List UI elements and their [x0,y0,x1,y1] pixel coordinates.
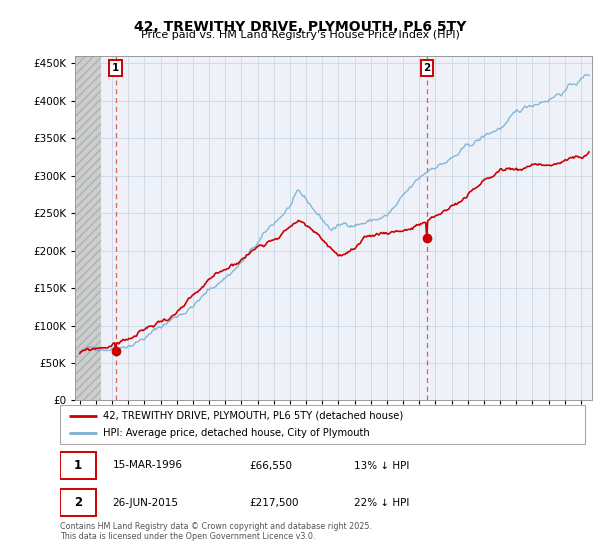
Text: 13% ↓ HPI: 13% ↓ HPI [354,460,409,470]
Text: 2: 2 [74,496,82,509]
FancyBboxPatch shape [60,405,585,444]
Text: 26-JUN-2015: 26-JUN-2015 [113,498,179,507]
Text: 2: 2 [424,63,431,73]
Text: HPI: Average price, detached house, City of Plymouth: HPI: Average price, detached house, City… [103,428,370,438]
Text: 1: 1 [112,63,119,73]
Text: 42, TREWITHY DRIVE, PLYMOUTH, PL6 5TY: 42, TREWITHY DRIVE, PLYMOUTH, PL6 5TY [134,20,466,34]
Text: 1: 1 [74,459,82,472]
Text: 15-MAR-1996: 15-MAR-1996 [113,460,182,470]
FancyBboxPatch shape [60,489,96,516]
Text: £66,550: £66,550 [249,460,292,470]
Text: 42, TREWITHY DRIVE, PLYMOUTH, PL6 5TY (detached house): 42, TREWITHY DRIVE, PLYMOUTH, PL6 5TY (d… [103,410,403,421]
Text: Price paid vs. HM Land Registry's House Price Index (HPI): Price paid vs. HM Land Registry's House … [140,30,460,40]
Bar [75,56,101,400]
Text: £217,500: £217,500 [249,498,299,507]
FancyBboxPatch shape [60,452,96,479]
Text: Contains HM Land Registry data © Crown copyright and database right 2025.
This d: Contains HM Land Registry data © Crown c… [60,522,372,542]
Text: 22% ↓ HPI: 22% ↓ HPI [354,498,409,507]
